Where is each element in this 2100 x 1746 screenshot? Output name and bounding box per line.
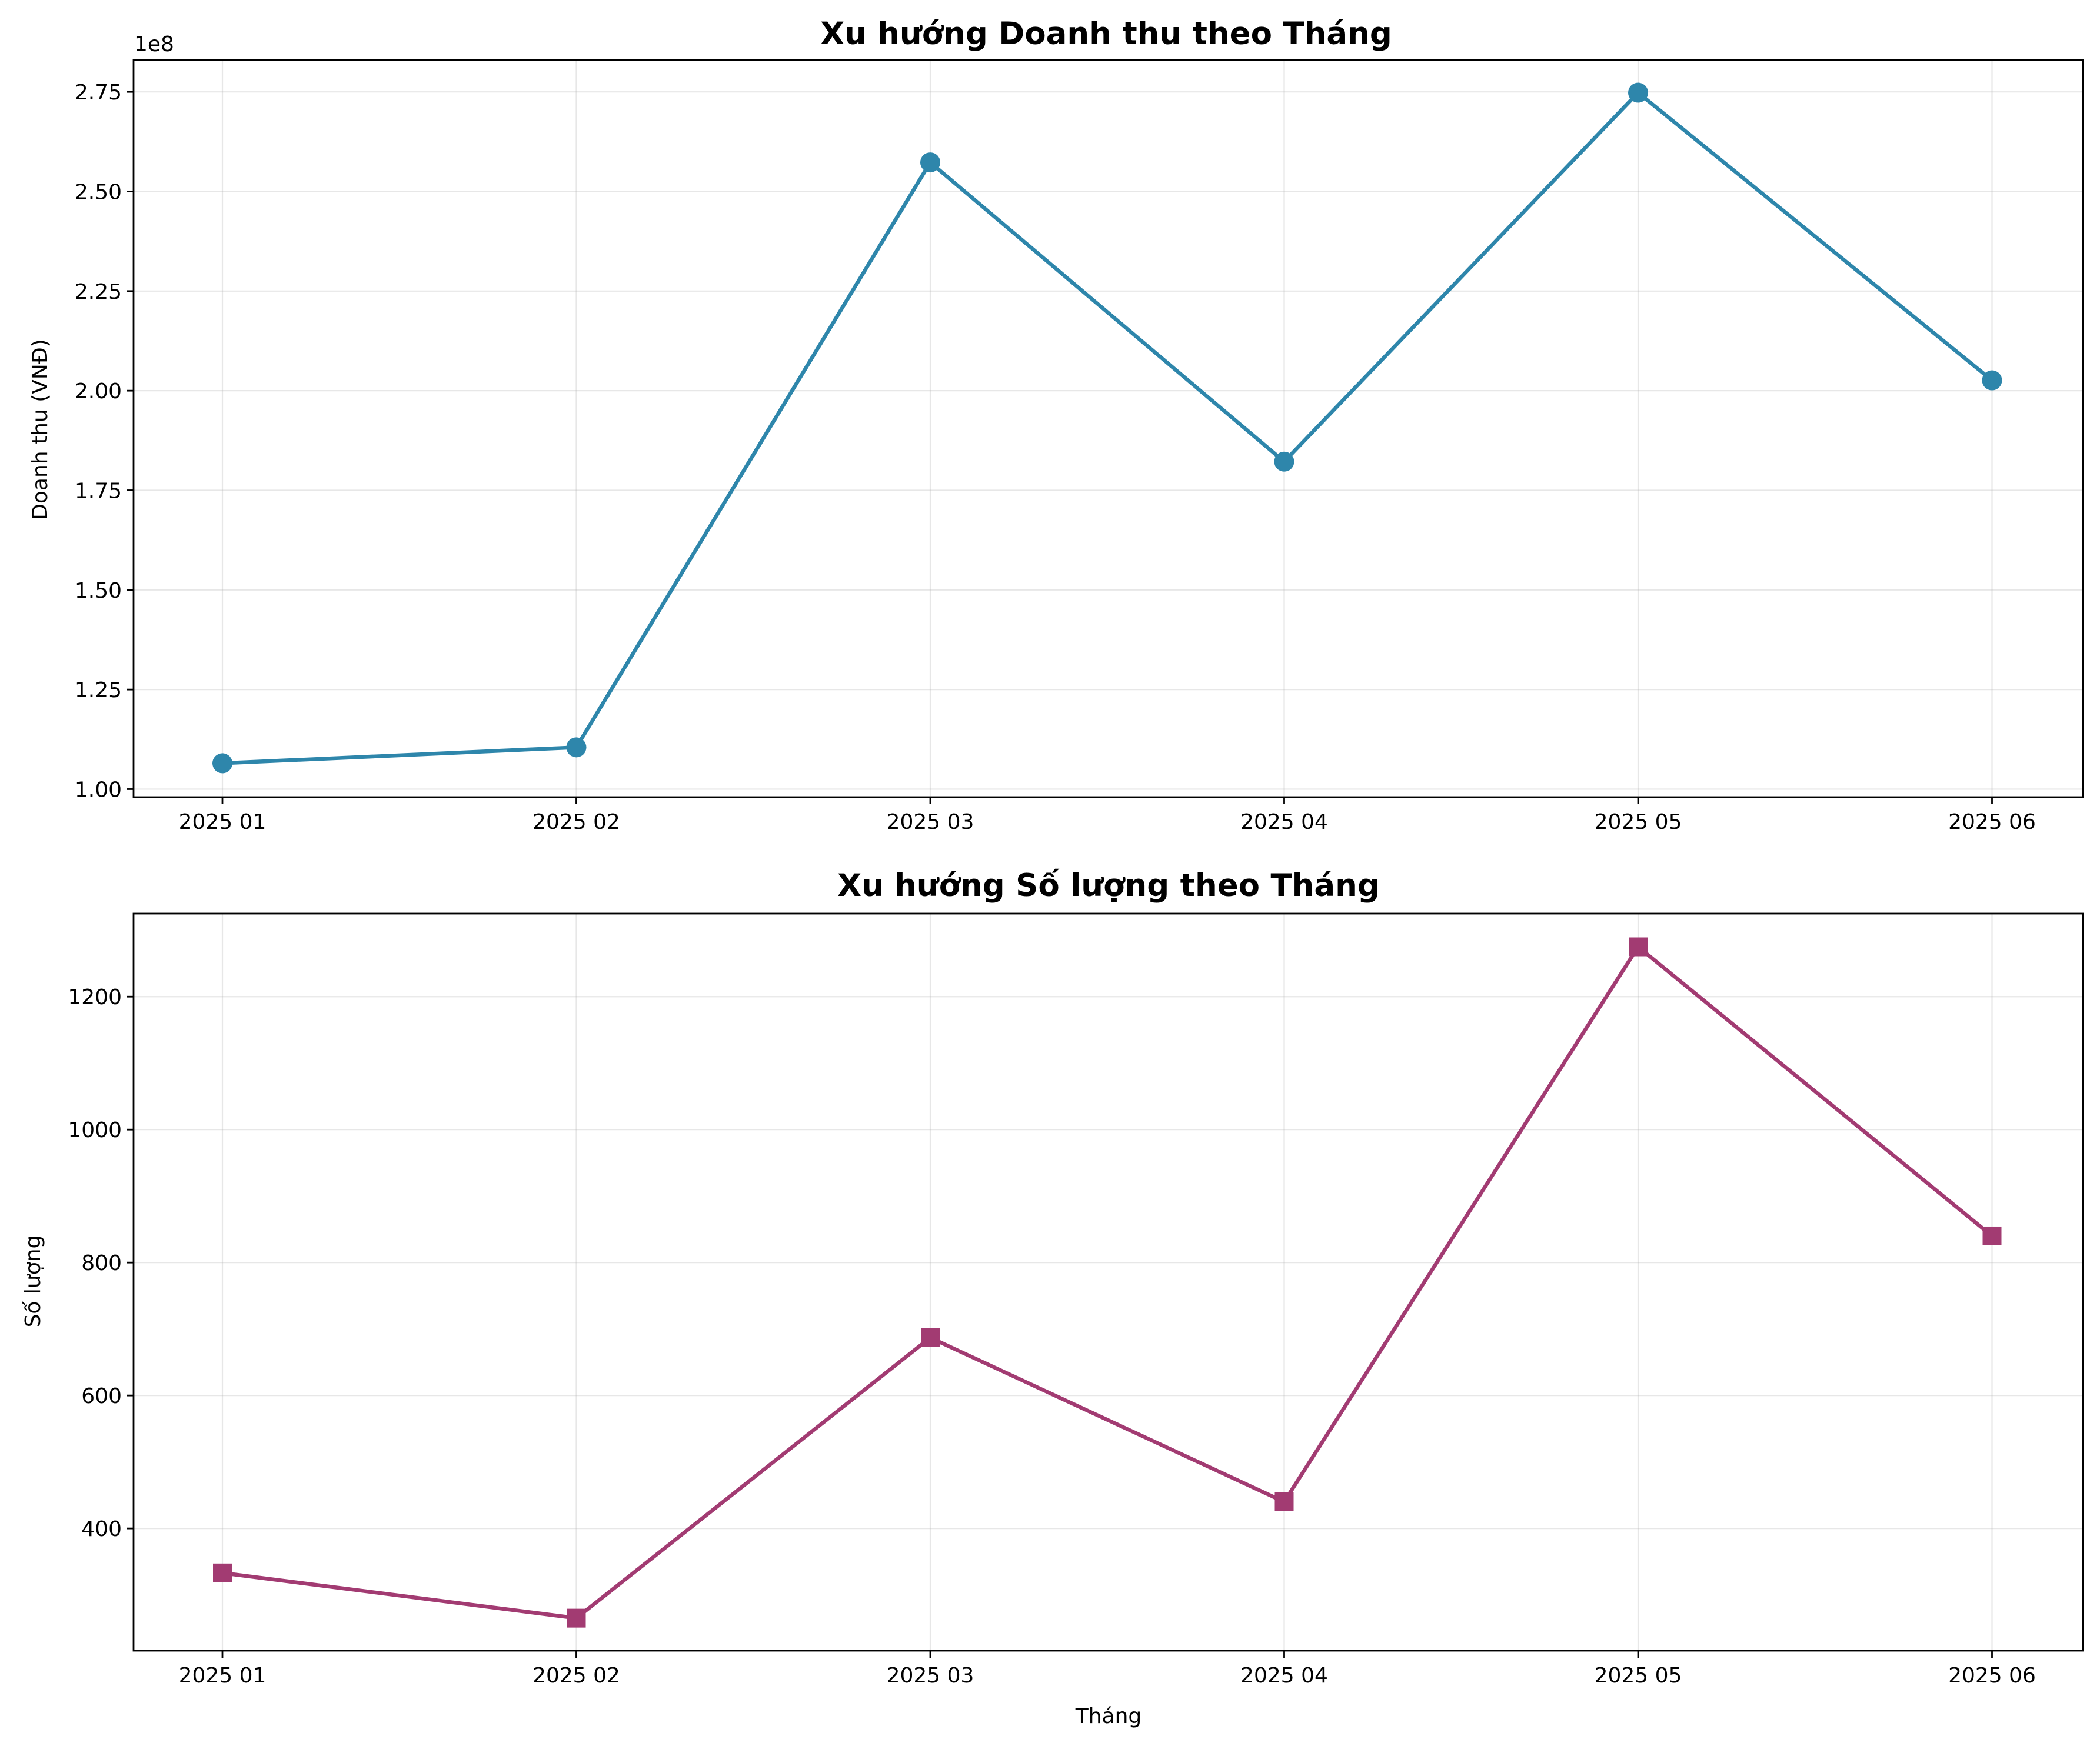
quantity-y-tick-label: 800 (81, 1251, 122, 1275)
revenue-y-offset-label: 1e8 (134, 32, 174, 56)
revenue-y-tick-label: 1.25 (75, 678, 122, 702)
quantity-x-tick-label: 2025 05 (1595, 1664, 1682, 1688)
quantity-series-line (222, 945, 1993, 1620)
quantity-y-tick-label: 400 (81, 1517, 122, 1541)
quantity-data-point (1274, 1492, 1294, 1511)
revenue-data-point (1628, 82, 1648, 103)
quantity-gridlines (134, 914, 2083, 1651)
quantity-x-tick-label: 2025 03 (887, 1664, 974, 1688)
quantity-data-point (921, 1328, 940, 1347)
quantity-data-point (213, 1563, 232, 1582)
revenue-y-ticks: 1.00 1.25 1.50 1.75 2.00 2.25 2.50 2.75 (75, 81, 134, 802)
revenue-x-tick-label: 2025 03 (887, 810, 974, 834)
revenue-y-tick-label: 1.75 (75, 479, 122, 503)
revenue-x-tick-label: 2025 04 (1240, 810, 1328, 834)
quantity-y-axis-label: Số lượng (21, 1235, 45, 1328)
revenue-data-point (566, 737, 587, 758)
revenue-series (212, 82, 2002, 774)
quantity-y-ticks: 400 600 800 1000 1200 (68, 985, 134, 1541)
revenue-y-tick-label: 2.75 (75, 81, 122, 105)
revenue-chart-title: Xu hướng Doanh thu theo Tháng (820, 16, 1392, 52)
revenue-data-point (212, 753, 232, 774)
revenue-series-line (222, 91, 1993, 765)
quantity-y-tick-label: 1200 (68, 985, 122, 1009)
quantity-x-axis-label: Tháng (1075, 1704, 1142, 1728)
quantity-x-tick-label: 2025 04 (1240, 1664, 1328, 1688)
quantity-chart: Xu hướng Số lượng theo Tháng Số lượng Th… (21, 868, 2084, 1728)
revenue-x-tick-label: 2025 02 (533, 810, 620, 834)
quantity-y-tick-label: 1000 (68, 1118, 122, 1142)
revenue-gridlines (134, 60, 2083, 797)
revenue-plot-frame (132, 59, 2084, 798)
quantity-data-point (567, 1608, 586, 1628)
quantity-plot-frame (132, 912, 2084, 1652)
quantity-x-tick-label: 2025 01 (179, 1664, 267, 1688)
revenue-x-tick-label: 2025 01 (179, 810, 267, 834)
quantity-x-ticks: 2025 01 2025 02 2025 03 2025 04 2025 05 2025 … (179, 1651, 2036, 1688)
quantity-x-tick-label: 2025 02 (533, 1664, 620, 1688)
revenue-y-tick-label: 2.50 (75, 181, 122, 205)
revenue-data-point (1274, 451, 1294, 472)
revenue-data-point (1982, 370, 2002, 391)
quantity-x-tick-label: 2025 06 (1948, 1664, 2036, 1688)
quantity-data-point (1629, 937, 1648, 957)
revenue-x-tick-label: 2025 06 (1948, 810, 2036, 834)
revenue-y-tick-label: 1.00 (75, 778, 122, 802)
quantity-data-point (1982, 1226, 2002, 1245)
revenue-y-axis-label: Doanh thu (VNĐ) (28, 339, 52, 520)
revenue-y-tick-label: 1.50 (75, 579, 122, 603)
quantity-chart-title: Xu hướng Số lượng theo Tháng (837, 868, 1380, 904)
revenue-x-ticks: 2025 01 2025 02 2025 03 2025 04 2025 05 2025 … (179, 797, 2036, 834)
revenue-y-tick-label: 2.25 (75, 280, 122, 304)
revenue-x-tick-label: 2025 05 (1595, 810, 1682, 834)
revenue-y-tick-label: 2.00 (75, 379, 122, 404)
revenue-chart: Xu hướng Doanh thu theo Tháng 1e8 Doanh … (28, 16, 2084, 834)
quantity-y-tick-label: 600 (81, 1384, 122, 1408)
revenue-data-point (920, 152, 940, 173)
quantity-series (213, 937, 2002, 1628)
